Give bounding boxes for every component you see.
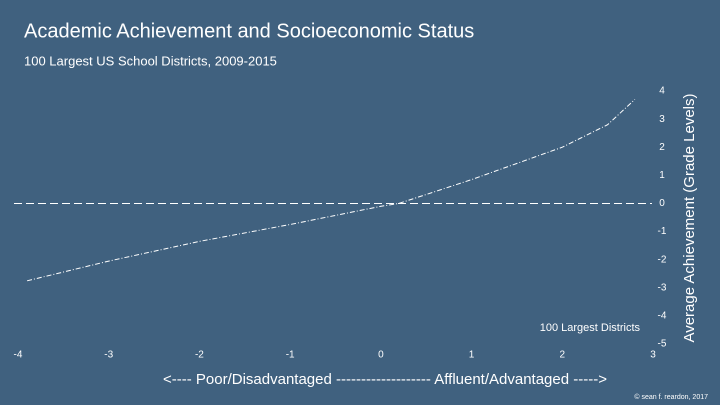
y-tick-label: 2 — [659, 142, 665, 153]
x-tick-label: -2 — [195, 350, 204, 361]
x-tick-label: 0 — [378, 350, 384, 361]
trend-line — [26, 99, 636, 282]
chart-subtitle: 100 Largest US School Districts, 2009-20… — [24, 53, 277, 68]
y-tick-label: -2 — [658, 254, 667, 265]
x-tick-label: -3 — [104, 350, 113, 361]
x-tick-label: 1 — [469, 350, 475, 361]
y-tick-label: -1 — [658, 226, 667, 237]
y-tick-label: -4 — [658, 311, 667, 322]
y-tick-label: 0 — [659, 198, 665, 209]
chart-title: Academic Achievement and Socioeconomic S… — [24, 20, 474, 42]
x-tick-label: 2 — [560, 350, 566, 361]
y-axis-label: Average Achievement (Grade Levels) — [681, 93, 698, 342]
y-tick-label: 1 — [659, 170, 665, 181]
y-tick-label: 4 — [659, 86, 665, 97]
x-axis-label: <---- Poor/Disadvantaged ---------------… — [163, 371, 607, 388]
x-tick-label: -4 — [14, 350, 23, 361]
y-tick-label: 3 — [659, 114, 665, 125]
y-tick-label: -3 — [658, 282, 667, 293]
credit: © sean f. reardon, 2017 — [634, 393, 708, 401]
annotation: 100 Largest Districts — [540, 322, 641, 334]
y-tick-label: -5 — [658, 339, 667, 350]
x-tick-label: 3 — [650, 350, 656, 361]
x-tick-label: -1 — [286, 350, 295, 361]
